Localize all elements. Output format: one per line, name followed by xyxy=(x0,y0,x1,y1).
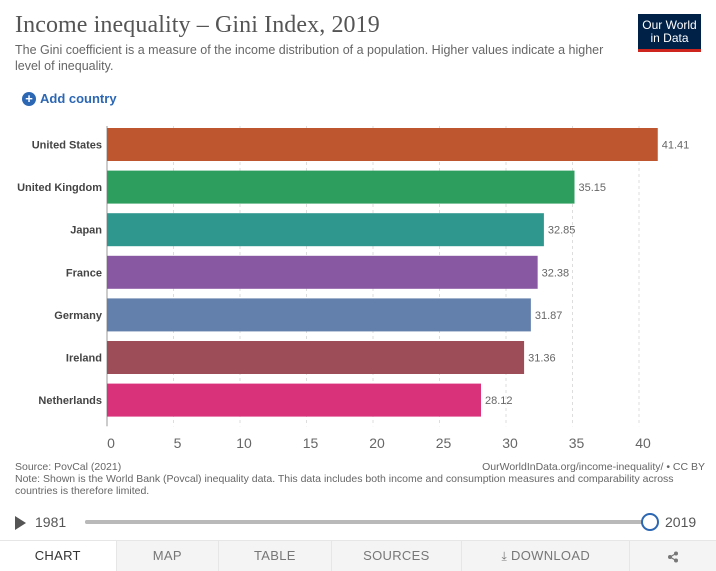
timeline-end-year: 2019 xyxy=(665,514,697,530)
value-label: 31.36 xyxy=(528,353,556,365)
x-tick-label: 5 xyxy=(174,435,182,450)
timeline-track[interactable] xyxy=(85,520,650,524)
bar xyxy=(107,383,481,417)
tab-sources[interactable]: SOURCES xyxy=(330,541,462,571)
source-text: Source: PovCal (2021) xyxy=(15,461,122,473)
tab-bar: CHART MAP TABLE SOURCES ⤓ DOWNLOAD xyxy=(0,540,716,571)
bar xyxy=(107,213,544,247)
tab-table[interactable]: TABLE xyxy=(218,541,331,571)
play-icon[interactable] xyxy=(15,516,26,530)
tab-chart[interactable]: CHART xyxy=(0,541,116,571)
x-tick-label: 25 xyxy=(436,435,452,450)
share-button[interactable] xyxy=(629,541,716,571)
timeline-handle[interactable] xyxy=(641,513,659,531)
add-country-label: Add country xyxy=(40,91,117,106)
value-label: 31.87 xyxy=(535,310,563,322)
chart-footer: Source: PovCal (2021) OurWorldInData.org… xyxy=(15,461,705,497)
bar-chart: 0 5 10 15 20 25 30 35 40 United States 41.41 United… xyxy=(17,126,690,450)
x-tick-label: 20 xyxy=(369,435,385,450)
tab-download[interactable]: ⤓ DOWNLOAD xyxy=(461,541,630,571)
source-link[interactable]: OurWorldInData.org/income-inequality/ • … xyxy=(482,461,705,473)
value-label: 32.38 xyxy=(542,267,570,279)
add-country-button[interactable]: + Add country xyxy=(22,91,117,106)
bar xyxy=(107,298,531,332)
bar xyxy=(107,128,658,161)
x-tick-label: 30 xyxy=(502,435,518,450)
timeline-progress xyxy=(85,520,650,524)
x-tick-label: 10 xyxy=(236,435,252,450)
category-label: United States xyxy=(32,140,102,152)
tab-map[interactable]: MAP xyxy=(115,541,219,571)
bar xyxy=(107,255,538,289)
chart-title: Income inequality – Gini Index, 2019 xyxy=(15,12,380,38)
x-tick-label: 15 xyxy=(303,435,319,450)
category-label: Netherlands xyxy=(38,395,102,407)
x-tick-label: 35 xyxy=(569,435,585,450)
download-icon: ⤓ xyxy=(501,549,508,563)
timeline-start-year: 1981 xyxy=(35,514,67,530)
share-icon xyxy=(668,551,679,563)
logo-line2: in Data xyxy=(650,30,689,45)
value-label: 35.15 xyxy=(578,182,606,194)
value-label: 41.41 xyxy=(662,140,690,152)
note-text: Note: Shown is the World Bank (Povcal) i… xyxy=(15,473,674,497)
x-tick-label: 0 xyxy=(107,435,115,450)
bar xyxy=(107,341,525,374)
owid-logo[interactable]: Our World in Data xyxy=(638,14,701,52)
category-label: Ireland xyxy=(66,353,102,365)
tab-download-label: DOWNLOAD xyxy=(511,548,591,563)
x-tick-label: 40 xyxy=(635,435,651,450)
value-label: 28.12 xyxy=(485,395,513,407)
value-label: 32.85 xyxy=(548,225,576,237)
category-label: Japan xyxy=(70,225,102,237)
timeline: 1981 2019 xyxy=(15,510,705,534)
category-label: United Kingdom xyxy=(17,182,102,194)
logo-line1: Our World xyxy=(642,17,697,32)
plus-circle-icon: + xyxy=(22,91,36,106)
category-label: Germany xyxy=(54,310,103,322)
chart-subtitle: The Gini coefficient is a measure of the… xyxy=(15,43,604,73)
category-label: France xyxy=(66,267,102,279)
bar xyxy=(107,170,575,204)
